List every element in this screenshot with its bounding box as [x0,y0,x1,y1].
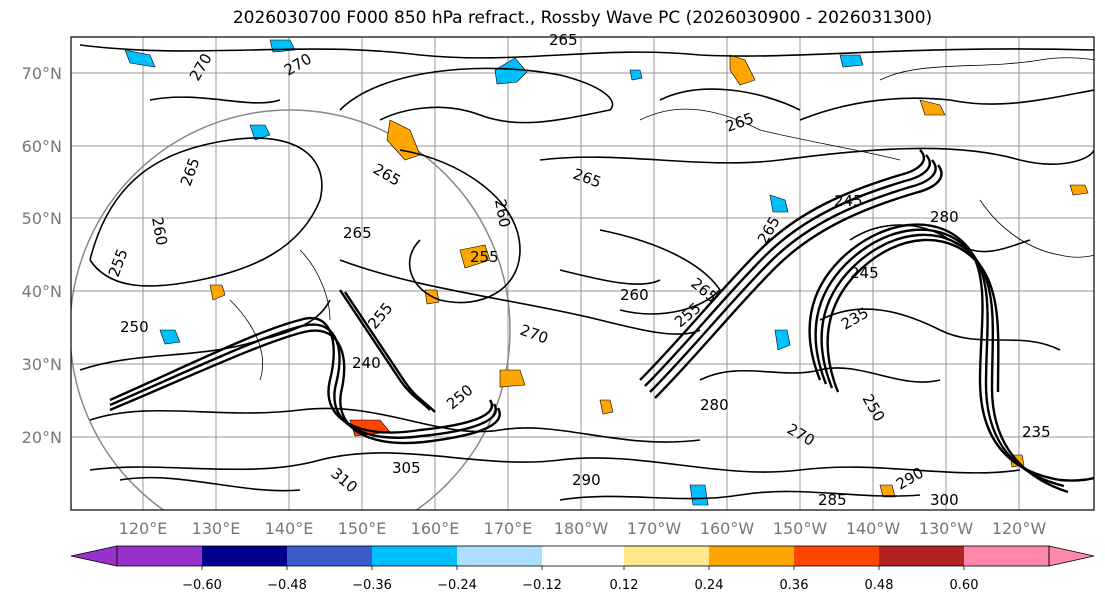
chart-title: 2026030700 F000 850 hPa refract., Rossby… [232,8,933,28]
colorbar-segment [117,546,202,566]
lat-label: 30°N [22,355,62,374]
colorbar-tick-label: −0.36 [352,578,392,593]
colorbar-segment [709,546,794,566]
contour-label: 255 [470,248,499,266]
contour-label: 265 [343,224,372,242]
lon-label: 150°W [773,519,828,538]
contour-label: 260 [148,216,171,247]
contour-label: 240 [352,354,381,372]
map-panel [70,36,1095,511]
longitude-labels: 120°E 130°E 140°E 150°E 160°E 170°E 180°… [119,519,1047,538]
colorbar-tick-label: −0.60 [182,578,222,593]
colorbar-segment [964,546,1049,566]
contours [79,44,1094,501]
contour-label: 260 [620,286,649,304]
reference-circle [71,109,511,510]
contour-label: 245 [834,192,863,210]
lon-label: 120°W [992,519,1047,538]
colorbar-tick-label: 0.24 [695,578,724,593]
contour-label: 260 [491,198,514,229]
lon-label: 160°W [700,519,755,538]
contour-label: 280 [700,396,729,414]
jet-bundles [109,149,1094,494]
lon-label: 180°W [554,519,609,538]
colorbar-segment [372,546,457,566]
lon-label: 170°E [484,519,533,538]
colorbar: −0.60 −0.48 −0.36 −0.24 −0.12 0.12 0.24 … [70,545,1095,593]
map-frame [70,36,1095,511]
lat-label: 70°N [22,64,62,83]
colorbar-segment [794,546,879,566]
lon-label: 160°E [411,519,460,538]
contour-label: 300 [930,491,959,509]
colorbar-tick-label: 0.36 [780,578,809,593]
lon-label: 150°E [338,519,387,538]
contour-label: 235 [1022,423,1051,441]
colorbar-extend-max [1048,545,1095,567]
lat-label: 20°N [22,428,62,447]
colorbar-frame [116,545,1050,567]
lon-label: 140°E [265,519,314,538]
contour-label: 290 [572,471,601,489]
colorbar-segment [202,546,287,566]
colorbar-tick-label: −0.24 [437,578,477,593]
colorbar-extend-min [70,545,118,567]
lat-label: 40°N [22,282,62,301]
contour-label: 250 [120,318,149,336]
coastlines [229,57,1094,381]
contour-label: 280 [930,208,959,226]
colorbar-ticks [201,566,965,570]
latitude-labels: 70°N 60°N 50°N 40°N 30°N 20°N [22,64,62,447]
lon-label: 130°E [192,519,241,538]
colorbar-tick-label: 0.12 [610,578,639,593]
lon-label: 140°W [846,519,901,538]
contour-label: 265 [549,31,578,49]
contour-label: 305 [392,459,421,477]
lon-label: 120°E [119,519,168,538]
colorbar-segment [879,546,964,566]
colorbar-segment [542,546,624,566]
colorbar-segment [624,546,709,566]
colorbar-segment [457,546,542,566]
colorbar-tick-label: −0.48 [267,578,307,593]
contour-label: 285 [818,491,847,509]
colorbar-tick-label: 0.48 [865,578,894,593]
lon-label: 130°W [919,519,974,538]
colorbar-tick-label: 0.60 [950,578,979,593]
lat-label: 60°N [22,137,62,156]
colorbar-tick-label: −0.12 [522,578,562,593]
lon-label: 170°W [627,519,682,538]
colorbar-segment [287,546,372,566]
contour-label-layer: 265 270 270 265 265 265 260 265 265 255 … [105,31,1051,509]
lat-label: 50°N [22,209,62,228]
gridlines [71,37,1094,510]
contour-label: 245 [850,264,879,282]
